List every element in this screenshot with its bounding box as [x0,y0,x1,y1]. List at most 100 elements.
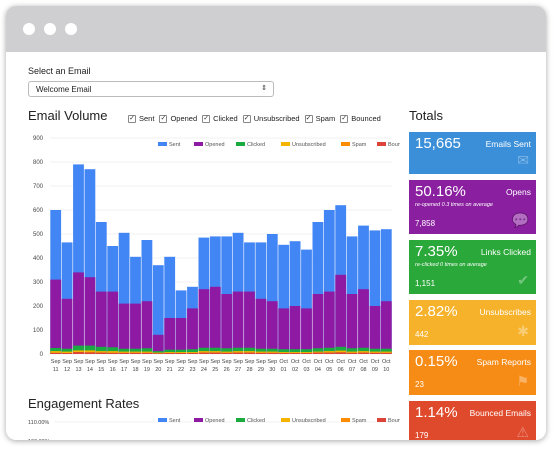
bar-bounced [73,352,84,354]
checkbox-unsubscribed[interactable]: ✓ [242,114,251,123]
window-minimize-button[interactable] [44,23,56,35]
bar-clicked [50,348,62,354]
select-email-label: Select an Email [28,66,91,76]
browser-window: Select an Email Welcome Email ⇕ Email Vo… [6,6,546,440]
bar-bounced [323,352,335,354]
bar-unsubscribed [346,351,358,354]
x-tick-day: 12 [64,367,70,373]
engagement-rates-title: Engagement Rates [28,396,140,411]
tile-value: 2.82% [415,303,458,320]
bar-bounced [289,353,301,354]
x-tick-month: Oct [302,359,311,365]
y-tick-label: 100.00% [28,439,50,440]
bar-bounced [346,352,358,354]
bar-bounced [221,352,233,354]
x-tick-day: 11 [53,367,59,373]
bar-opened [73,272,84,354]
checkbox-bounced[interactable]: ✓ [340,114,349,123]
x-tick-day: 21 [167,367,173,373]
bar-clicked [118,348,130,354]
x-tick-day: 27 [235,367,241,373]
toggle-opened[interactable]: ✓ Opened [159,114,197,123]
x-tick-month: Sep [256,359,266,365]
toggle-spam[interactable]: ✓ Spam [304,114,335,123]
bar-opened [152,334,164,354]
x-tick-day: 05 [326,367,332,373]
bar-bounced [118,352,130,354]
bar-clicked [232,347,244,354]
checkbox-label: Unsubscribed [253,114,300,123]
series-toggle-checkboxes: ✓ Sent ✓ Opened ✓ Clicked ✓ Unsubscribed ✓ Spam ✓ B… [128,114,381,123]
x-tick-month: Sep [188,359,198,365]
bar-sent [61,242,73,354]
bar-sent [312,222,324,354]
bar-clicked [95,346,107,354]
legend-swatch-spam [341,418,350,422]
email-volume-title: Email Volume [28,108,108,123]
flag-icon: ⚑ [516,373,529,389]
checkbox-spam[interactable]: ✓ [304,114,313,123]
bar-opened [175,318,187,354]
toggle-unsubscribed[interactable]: ✓ Unsubscribed [242,114,300,123]
x-tick-month: Oct [314,359,323,365]
legend-swatch-spam [341,142,350,146]
x-tick-day: 17 [121,367,127,373]
bar-clicked [301,349,312,354]
bar-opened [164,318,176,354]
bar-clicked [266,348,278,354]
checkbox-sent[interactable]: ✓ [128,114,136,123]
x-tick-month: Sep [74,359,84,365]
x-tick-month: Sep [51,359,61,365]
bar-opened [289,306,301,354]
total-tile-unsubscribes[interactable]: 2.82% Unsubscribes 442 ✱ [409,300,536,345]
bar-opened [358,289,369,354]
total-tile-emails-sent[interactable]: 15,665 Emails Sent ✉ [409,132,536,174]
total-tile-opens[interactable]: 50.16% Opens re-opened 0.3 times on averag… [409,180,536,234]
x-tick-month: Sep [119,359,129,365]
toggle-bounced[interactable]: ✓ Bounced [340,114,381,123]
bar-opened [244,291,255,354]
legend-label-bounced: Bounced [388,418,400,424]
bar-unsubscribed [50,351,62,354]
total-tile-bounced-emails[interactable]: 1.14% Bounced Emails 179 ⚠ [409,401,536,440]
bar-bounced [358,352,369,354]
toggle-sent[interactable]: ✓ Sent [128,114,154,123]
x-tick-month: Sep [108,359,118,365]
x-tick-day: 15 [98,367,104,373]
y-tick-label: 700 [33,184,44,190]
y-tick-label: 110.00% [28,420,49,426]
legend-label-sent: Sent [169,418,181,424]
email-select-dropdown[interactable]: Welcome Email ⇕ [28,81,274,97]
checkbox-clicked[interactable]: ✓ [202,114,211,123]
x-tick-day: 02 [292,367,298,373]
window-close-button[interactable] [23,23,35,35]
bar-clicked [198,347,210,354]
bar-clicked [175,349,187,354]
bar-bounced [198,352,210,354]
x-tick-month: Oct [325,359,334,365]
x-tick-day: 18 [132,367,138,373]
x-tick-day: 04 [315,367,321,373]
legend-swatch-bounced [377,142,386,146]
x-tick-month: Sep [199,359,209,365]
bar-opened [61,298,73,354]
y-tick-label: 300 [33,280,44,286]
x-tick-day: 03 [303,367,309,373]
bar-clicked [84,345,96,354]
total-tile-spam-reports[interactable]: 0.15% Spam Reports 23 ⚑ [409,350,536,395]
x-tick-month: Oct [382,359,391,365]
legend-label-opened: Opened [205,142,225,148]
bar-sent [141,240,153,354]
bar-bounced [335,352,347,354]
bar-unsubscribed [118,351,130,354]
bar-sent [289,241,301,354]
tile-subtext: re-opened 0.3 times on average [415,202,493,208]
window-maximize-button[interactable] [65,23,77,35]
bar-opened [232,291,244,354]
engagement-rates-svg: 110.00% 100.00% Sent Opened Clicked Unsubscri… [28,418,410,440]
checkbox-opened[interactable]: ✓ [159,114,168,123]
bar-opened [221,294,233,354]
total-tile-links-clicked[interactable]: 7.35% Links Clicked re-clicked 0 times on … [409,240,536,294]
toggle-clicked[interactable]: ✓ Clicked [202,114,238,123]
x-tick-day: 07 [349,367,355,373]
